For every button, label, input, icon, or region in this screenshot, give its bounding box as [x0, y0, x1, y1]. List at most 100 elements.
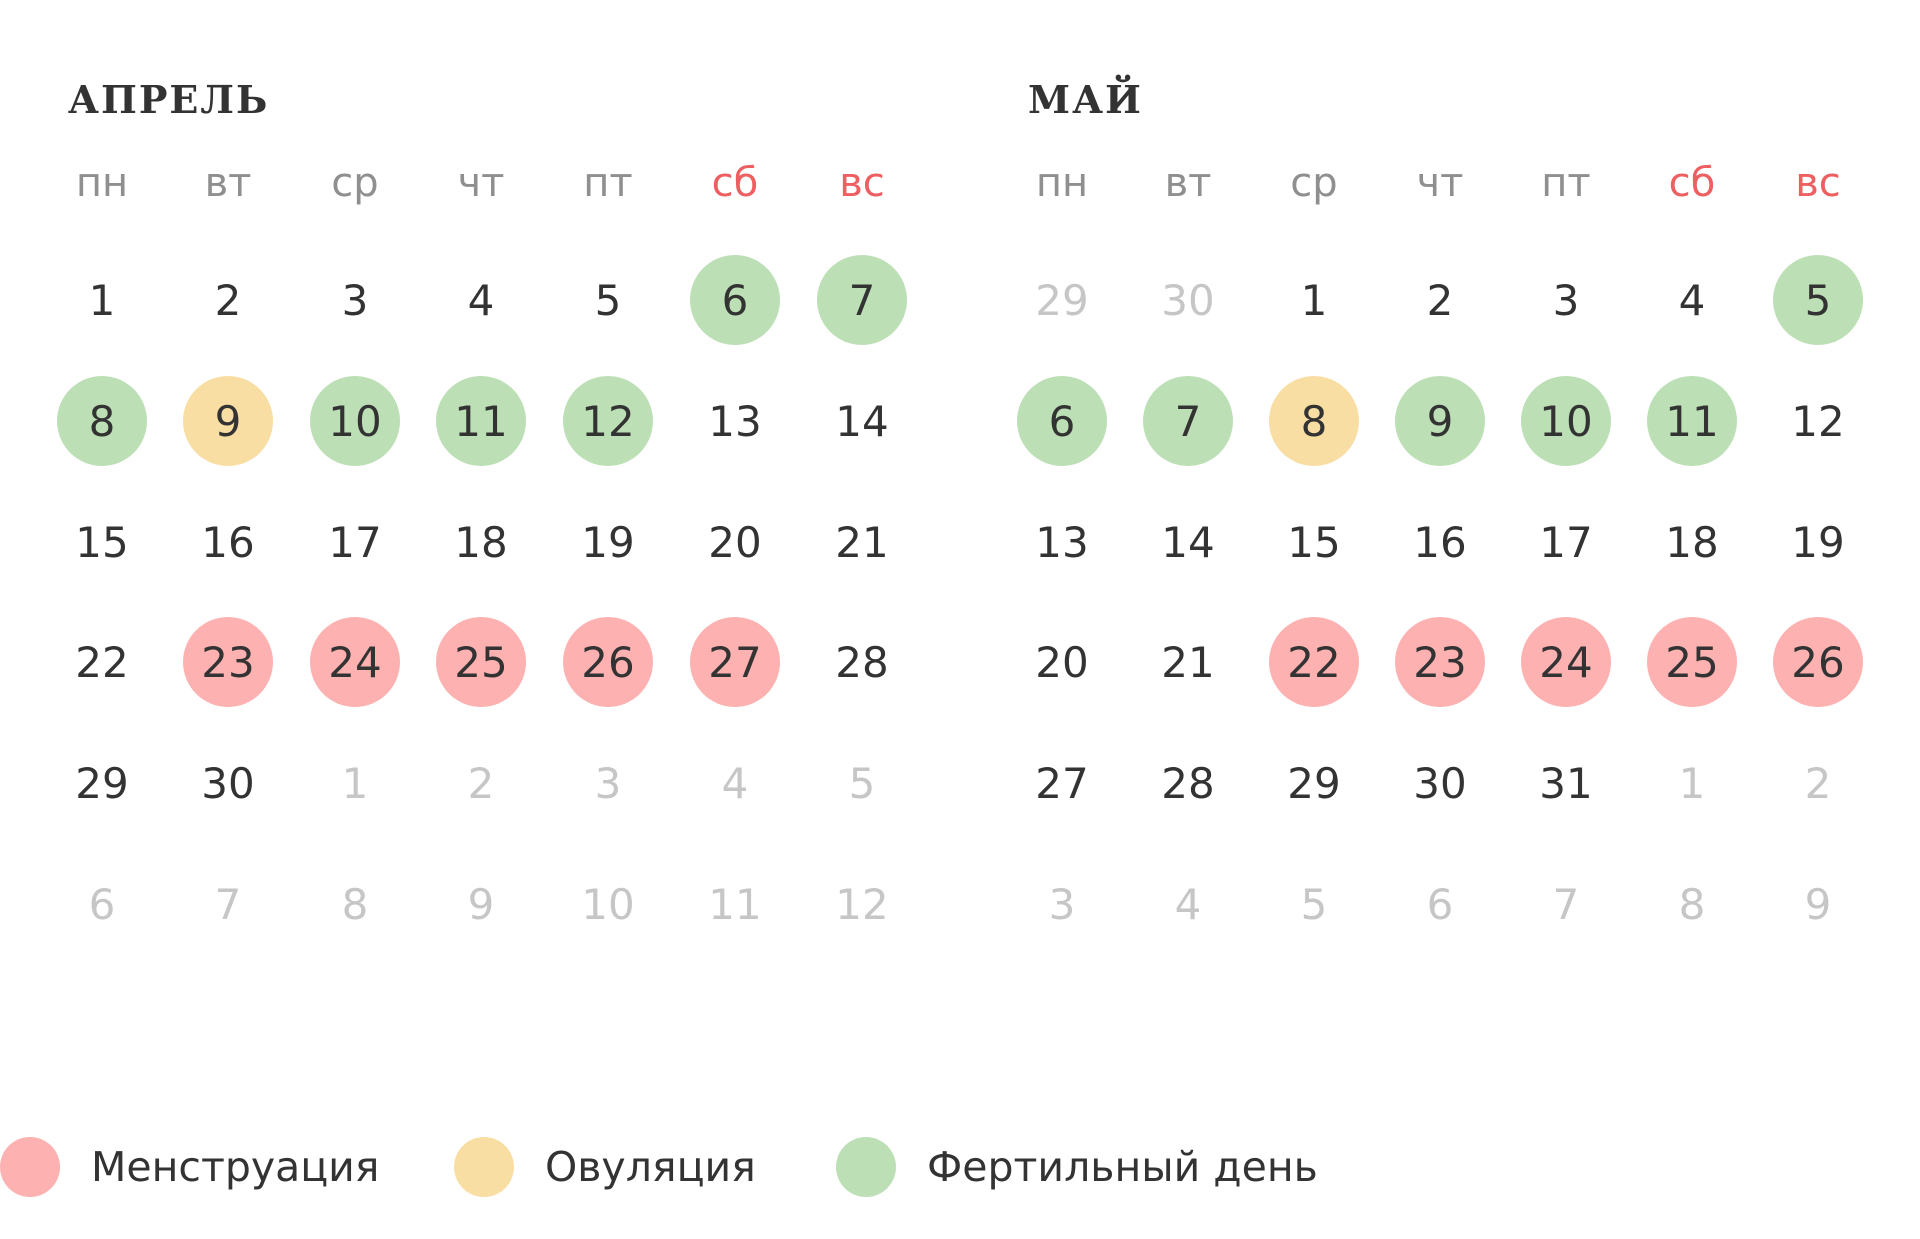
- day-cell-ovulation[interactable]: 8: [1269, 376, 1359, 466]
- day-cell-other-month[interactable]: 8: [1678, 879, 1706, 929]
- day-cell[interactable]: 1: [1300, 275, 1328, 325]
- day-cell-fertile[interactable]: 7: [1143, 376, 1233, 466]
- day-cell-menstruation[interactable]: 24: [310, 617, 400, 707]
- day-cell-other-month[interactable]: 1: [1678, 758, 1706, 808]
- day-cell-menstruation[interactable]: 23: [183, 617, 273, 707]
- day-cell-fertile[interactable]: 11: [1647, 376, 1737, 466]
- day-cell-menstruation[interactable]: 26: [1773, 617, 1863, 707]
- day-cell-other-month[interactable]: 5: [1300, 879, 1328, 929]
- day-cell-fertile[interactable]: 7: [817, 255, 907, 345]
- day-cell[interactable]: 19: [581, 517, 635, 567]
- day-cell[interactable]: 17: [328, 517, 382, 567]
- day-cell-other-month[interactable]: 29: [1035, 275, 1089, 325]
- day-cell[interactable]: 27: [1035, 758, 1089, 808]
- day-cell[interactable]: 5: [594, 275, 622, 325]
- legend-label: Менструация: [91, 1143, 380, 1191]
- month-title: АПРЕЛЬ: [68, 77, 270, 122]
- day-cell[interactable]: 19: [1791, 517, 1845, 567]
- day-cell[interactable]: 4: [1678, 275, 1706, 325]
- day-cell-menstruation[interactable]: 25: [1647, 617, 1737, 707]
- legend-label: Овуляция: [545, 1143, 756, 1191]
- day-cell[interactable]: 17: [1539, 517, 1593, 567]
- day-cell-fertile[interactable]: 10: [1521, 376, 1611, 466]
- day-cell[interactable]: 30: [1413, 758, 1467, 808]
- weekday-label-thu: чт: [457, 160, 505, 206]
- day-cell[interactable]: 20: [708, 517, 762, 567]
- legend-label: Фертильный день: [927, 1143, 1318, 1191]
- day-cell[interactable]: 18: [1665, 517, 1719, 567]
- fertile-dot-icon: [836, 1137, 896, 1197]
- day-cell-fertile[interactable]: 12: [563, 376, 653, 466]
- day-cell[interactable]: 18: [454, 517, 508, 567]
- day-cell[interactable]: 3: [1552, 275, 1580, 325]
- day-cell[interactable]: 15: [1287, 517, 1341, 567]
- day-cell-menstruation[interactable]: 22: [1269, 617, 1359, 707]
- day-cell-menstruation[interactable]: 26: [563, 617, 653, 707]
- day-cell-other-month[interactable]: 7: [1552, 879, 1580, 929]
- day-cell[interactable]: 13: [1035, 517, 1089, 567]
- day-cell[interactable]: 21: [1161, 637, 1215, 687]
- weekday-label-sat: сб: [711, 160, 759, 206]
- day-cell-menstruation[interactable]: 25: [436, 617, 526, 707]
- legend-item-menstruation: Менструация: [0, 1137, 379, 1197]
- day-cell-fertile[interactable]: 8: [57, 376, 147, 466]
- legend: Менструация Овуляция Фертильный день: [0, 1137, 1920, 1197]
- day-cell-other-month[interactable]: 10: [581, 879, 635, 929]
- month-title: МАЙ: [1028, 77, 1143, 122]
- day-cell[interactable]: 28: [835, 637, 889, 687]
- day-cell-other-month[interactable]: 2: [1804, 758, 1832, 808]
- day-cell-fertile[interactable]: 6: [1017, 376, 1107, 466]
- ovulation-dot-icon: [454, 1137, 514, 1197]
- day-cell-other-month[interactable]: 12: [835, 879, 889, 929]
- day-cell-other-month[interactable]: 3: [594, 758, 622, 808]
- day-cell[interactable]: 16: [1413, 517, 1467, 567]
- day-cell[interactable]: 1: [88, 275, 116, 325]
- weekday-label-wed: ср: [331, 160, 379, 206]
- day-cell-other-month[interactable]: 7: [214, 879, 242, 929]
- day-cell[interactable]: 29: [75, 758, 129, 808]
- day-cell[interactable]: 30: [201, 758, 255, 808]
- day-cell-other-month[interactable]: 5: [848, 758, 876, 808]
- weekday-label-fri: пт: [1541, 160, 1591, 206]
- day-cell-menstruation[interactable]: 27: [690, 617, 780, 707]
- day-cell-fertile[interactable]: 9: [1395, 376, 1485, 466]
- day-cell[interactable]: 28: [1161, 758, 1215, 808]
- day-cell[interactable]: 29: [1287, 758, 1341, 808]
- day-cell-other-month[interactable]: 9: [1804, 879, 1832, 929]
- day-cell-menstruation[interactable]: 23: [1395, 617, 1485, 707]
- day-cell-other-month[interactable]: 9: [467, 879, 495, 929]
- day-cell[interactable]: 2: [1426, 275, 1454, 325]
- day-cell-other-month[interactable]: 4: [1174, 879, 1202, 929]
- day-cell[interactable]: 14: [1161, 517, 1215, 567]
- day-cell-fertile[interactable]: 10: [310, 376, 400, 466]
- day-cell-fertile[interactable]: 6: [690, 255, 780, 345]
- day-cell-other-month[interactable]: 4: [721, 758, 749, 808]
- day-cell[interactable]: 2: [214, 275, 242, 325]
- day-cell[interactable]: 13: [708, 396, 762, 446]
- day-cell-menstruation[interactable]: 24: [1521, 617, 1611, 707]
- day-cell[interactable]: 15: [75, 517, 129, 567]
- day-cell[interactable]: 14: [835, 396, 889, 446]
- day-cell[interactable]: 21: [835, 517, 889, 567]
- day-cell-other-month[interactable]: 8: [341, 879, 369, 929]
- month-april: АПРЕЛЬ пн вт ср чт пт сб вс 1 2 3 4 5 6 7 8 9 10 1…: [0, 0, 907, 1000]
- day-cell-fertile[interactable]: 5: [1773, 255, 1863, 345]
- day-cell-other-month[interactable]: 30: [1161, 275, 1215, 325]
- day-cell-other-month[interactable]: 2: [467, 758, 495, 808]
- day-cell-other-month[interactable]: 11: [708, 879, 762, 929]
- day-cell[interactable]: 22: [75, 637, 129, 687]
- weekday-label-tue: вт: [1164, 160, 1212, 206]
- day-cell-other-month[interactable]: 3: [1048, 879, 1076, 929]
- weekday-label-sun: вс: [839, 160, 885, 206]
- day-cell[interactable]: 20: [1035, 637, 1089, 687]
- day-cell[interactable]: 31: [1539, 758, 1593, 808]
- day-cell-other-month[interactable]: 1: [341, 758, 369, 808]
- day-cell[interactable]: 3: [341, 275, 369, 325]
- day-cell-fertile[interactable]: 11: [436, 376, 526, 466]
- day-cell-other-month[interactable]: 6: [88, 879, 116, 929]
- day-cell-other-month[interactable]: 6: [1426, 879, 1454, 929]
- day-cell[interactable]: 16: [201, 517, 255, 567]
- day-cell[interactable]: 4: [467, 275, 495, 325]
- day-cell[interactable]: 12: [1791, 396, 1845, 446]
- day-cell-ovulation[interactable]: 9: [183, 376, 273, 466]
